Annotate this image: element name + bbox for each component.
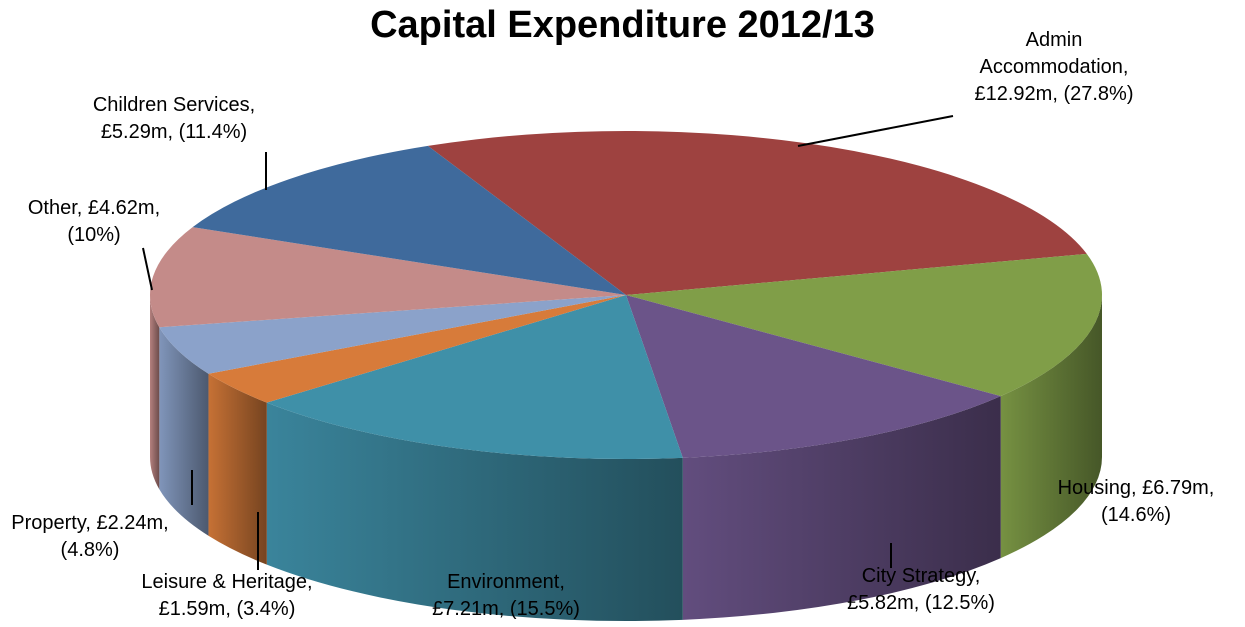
slice-side-city-strategy (682, 396, 1001, 620)
slice-label-admin-accommodation: Admin Accommodation, £12.92m, (27.8%) (975, 29, 1134, 105)
slice-side-housing (1000, 295, 1102, 559)
slice-side-leisure-and-heritage (208, 373, 267, 565)
slice-other (150, 227, 626, 328)
slice-side-other (150, 295, 160, 490)
leader-lines (142, 115, 954, 570)
slice-leisure-and-heritage (208, 295, 626, 403)
slice-side-property (159, 327, 209, 536)
pie-sides (150, 295, 1102, 621)
slice-property (159, 295, 627, 374)
slice-label-leisure-and-heritage: Leisure & Heritage, £1.59m, (3.4%) (141, 571, 312, 620)
slice-side-environment (266, 402, 683, 621)
slice-label-city-strategy: City Strategy, £5.82m, (12.5%) (847, 565, 995, 614)
slice-admin-accommodation (427, 131, 1087, 295)
leader-line-other (142, 247, 153, 291)
slice-housing (626, 253, 1102, 397)
leader-line-admin-accommodation (797, 115, 954, 147)
slice-label-environment: Environment, £7.21m, (15.5%) (432, 571, 580, 620)
chart-title: Capital Expenditure 2012/13 (370, 4, 875, 46)
slice-labels: Admin Accommodation, £12.92m, (27.8%) Housi… (11, 29, 1214, 620)
slice-children-services (192, 145, 627, 295)
slice-label-children-services: Children Services, £5.29m, (11.4%) (93, 94, 255, 143)
slice-environment (266, 295, 683, 459)
slice-label-housing: Housing, £6.79m, (14.6%) (1058, 477, 1215, 526)
slice-label-other: Other, £4.62m, (10%) (28, 197, 160, 246)
slice-label-property: Property, £2.24m, (4.8%) (11, 512, 168, 561)
pie-tops (150, 131, 1102, 459)
slice-city-strategy (626, 295, 1001, 458)
